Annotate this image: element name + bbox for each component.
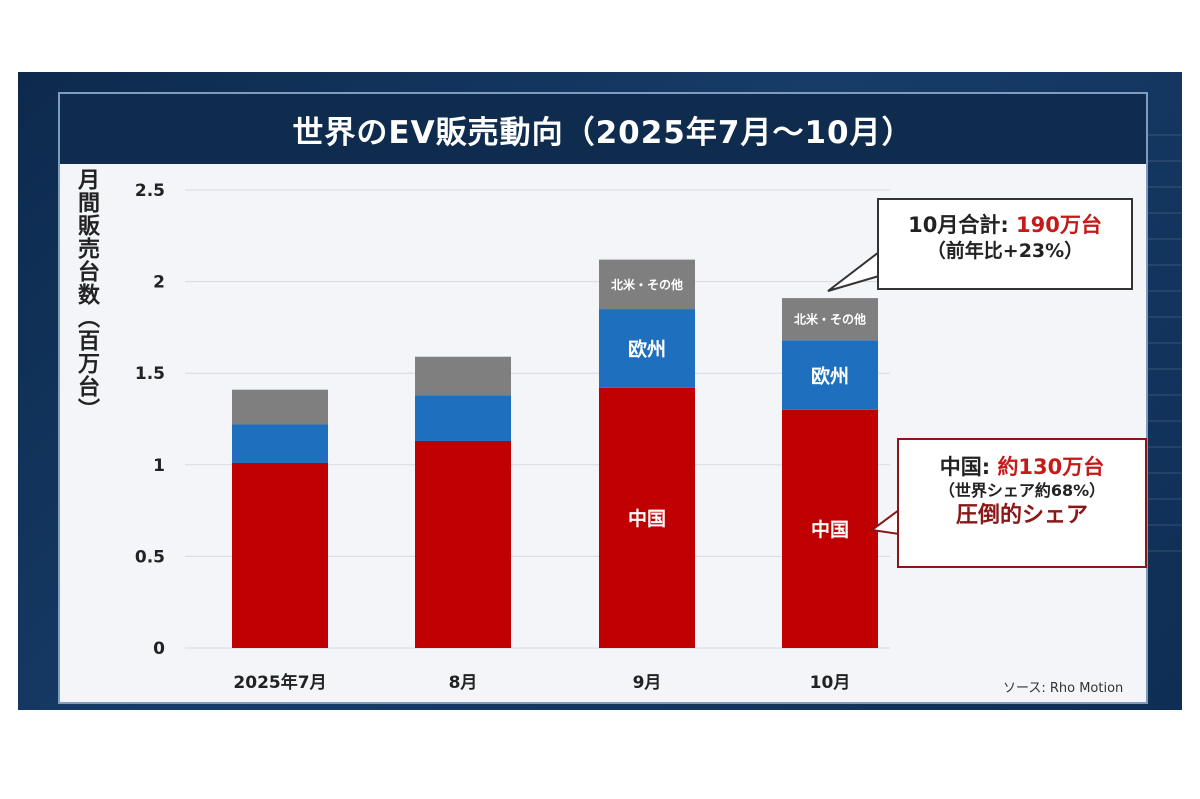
x-tick-label: 8月 bbox=[449, 673, 478, 693]
y-tick-label: 1.5 bbox=[135, 364, 165, 384]
segment-label: 北米・その他 bbox=[611, 277, 683, 292]
bar-segment bbox=[599, 387, 695, 648]
callout-total-sub: （前年比+23%） bbox=[926, 240, 1084, 263]
bar-segment bbox=[599, 309, 695, 388]
segment-label: 北米・その他 bbox=[794, 312, 866, 327]
callout-china-prefix: 中国: bbox=[939, 455, 998, 479]
segment-label: 欧州 bbox=[811, 364, 849, 387]
x-tick-label: 9月 bbox=[633, 673, 662, 693]
bar-segment bbox=[232, 424, 328, 463]
y-tick-label: 1 bbox=[153, 456, 165, 476]
callout-october-total: 10月合計: 190万台 （前年比+23%） bbox=[877, 198, 1133, 290]
callout-total-value: 190万台 bbox=[1016, 213, 1102, 237]
x-tick-label: 10月 bbox=[810, 673, 851, 693]
callout-china-sub: （世界シェア約68%） bbox=[938, 481, 1106, 501]
segment-label: 中国 bbox=[628, 507, 666, 530]
y-tick-label: 0 bbox=[153, 639, 165, 659]
bar-segment bbox=[415, 356, 511, 396]
segment-label: 中国 bbox=[811, 518, 849, 541]
bar-segment bbox=[232, 389, 328, 425]
callout-total-prefix: 10月合計: bbox=[908, 213, 1017, 237]
callout-china-value: 約130万台 bbox=[997, 455, 1105, 479]
bar-segment bbox=[782, 409, 878, 648]
callout-china-share: 中国: 約130万台 （世界シェア約68%） 圧倒的シェア bbox=[897, 438, 1147, 568]
x-tick-label: 2025年7月 bbox=[233, 672, 326, 693]
y-tick-label: 2.5 bbox=[135, 181, 165, 201]
bar-segment bbox=[415, 395, 511, 441]
bar-segment bbox=[782, 298, 878, 341]
bar-segment bbox=[599, 259, 695, 310]
chart-title: 世界のEV販売動向（2025年7月〜10月） bbox=[60, 94, 1146, 164]
bar-segment bbox=[782, 340, 878, 410]
segment-label: 欧州 bbox=[628, 338, 666, 361]
y-tick-label: 2 bbox=[153, 273, 165, 293]
bar-segment bbox=[415, 440, 511, 648]
y-tick-label: 0.5 bbox=[135, 547, 165, 567]
bar-segment bbox=[232, 462, 328, 648]
callout-total-pointer bbox=[827, 249, 880, 292]
source-note: ソース: Rho Motion bbox=[1003, 681, 1124, 696]
callout-china-note: 圧倒的シェア bbox=[955, 503, 1088, 529]
y-axis-label: 月間販売台数（百万台） bbox=[74, 168, 99, 421]
